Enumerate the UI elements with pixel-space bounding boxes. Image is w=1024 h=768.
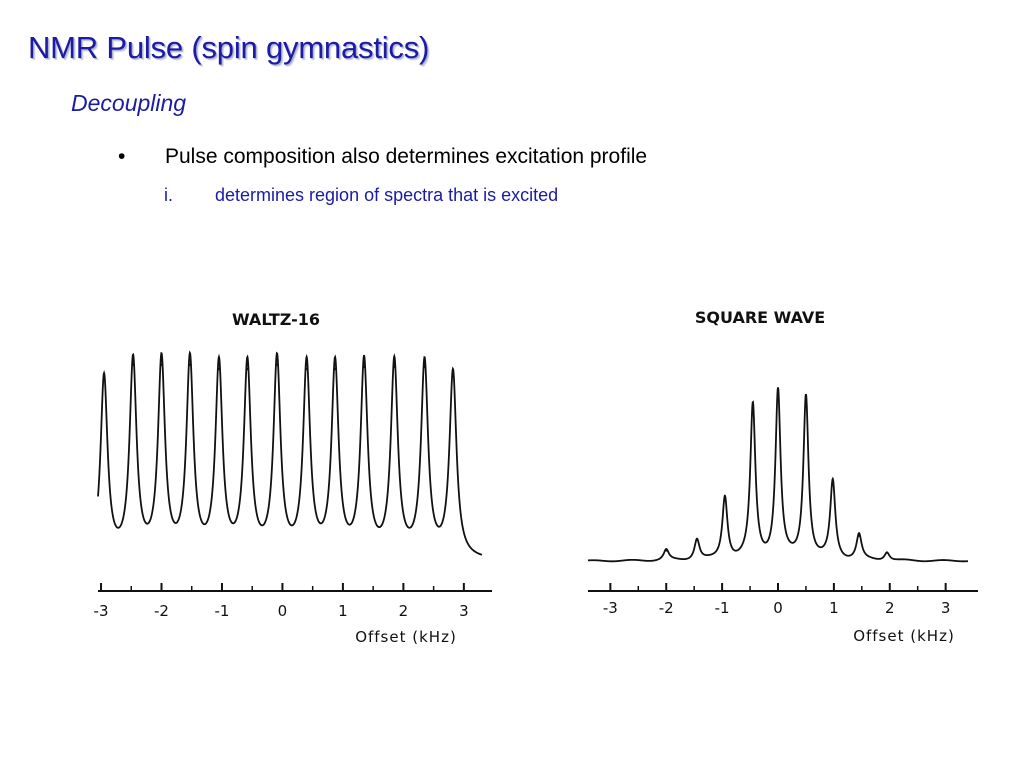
peak-4 (776, 391, 780, 394)
peak-0 (102, 378, 106, 381)
x-tick-label: -3 (94, 602, 109, 620)
peak-1 (695, 538, 699, 542)
x-tick-label: -1 (715, 599, 730, 617)
sub-bullet-marker: i. (164, 185, 173, 205)
peak-6 (831, 481, 834, 485)
chart-title: SQUARE WAVE (695, 308, 825, 327)
x-tick-label: -1 (214, 602, 229, 620)
spectrum-trace (97, 350, 483, 556)
peak-11 (423, 365, 426, 369)
peak-12 (451, 374, 455, 377)
x-tick-label: -2 (659, 599, 674, 617)
peak-0 (665, 549, 668, 552)
peak-7 (857, 534, 861, 537)
x-tick-label: 3 (941, 599, 951, 617)
x-tick-label: 1 (338, 602, 348, 620)
peak-6 (275, 363, 279, 366)
chart-title: WALTZ-16 (232, 310, 320, 329)
x-axis-label: Offset (kHz) (853, 627, 955, 645)
x-tick-label: -2 (154, 602, 169, 620)
peak-8 (333, 367, 337, 371)
x-tick-label: 1 (829, 599, 839, 617)
bullet-marker: • (118, 145, 126, 168)
peak-7 (305, 367, 308, 371)
peak-8 (885, 551, 889, 554)
slide-title: NMR Pulse (spin gymnastics) (28, 30, 430, 65)
peak-9 (362, 365, 366, 369)
x-tick-label: 2 (399, 602, 409, 620)
peak-1 (131, 363, 135, 366)
x-tick-label: 0 (773, 599, 783, 617)
peak-3 (751, 405, 755, 409)
x-tick-label: -3 (603, 599, 618, 617)
x-tick-label: 3 (459, 602, 469, 620)
slide-subtitle: Decoupling (71, 90, 187, 116)
peak-4 (217, 367, 221, 371)
peak-2 (160, 363, 163, 366)
peak-2 (723, 496, 727, 499)
x-tick-label: 2 (885, 599, 895, 617)
square-wave-chart: SQUARE WAVE -3 -2 -1 0 1 2 3 Offset (kHz) (587, 308, 978, 645)
spectrum-trace (587, 387, 969, 563)
sub-bullet-text: determines region of spectra that is exc… (215, 185, 559, 205)
x-tick-label: 0 (278, 602, 288, 620)
bullet-text: Pulse composition also determines excita… (165, 145, 648, 168)
peak-3 (188, 363, 192, 366)
peak-5 (246, 367, 249, 371)
x-axis-label: Offset (kHz) (355, 628, 457, 646)
peak-5 (804, 395, 808, 398)
peak-10 (393, 365, 396, 369)
